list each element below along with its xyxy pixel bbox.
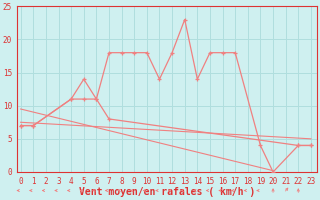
X-axis label: Vent moyen/en rafales ( km/h ): Vent moyen/en rafales ( km/h ) — [79, 187, 255, 197]
